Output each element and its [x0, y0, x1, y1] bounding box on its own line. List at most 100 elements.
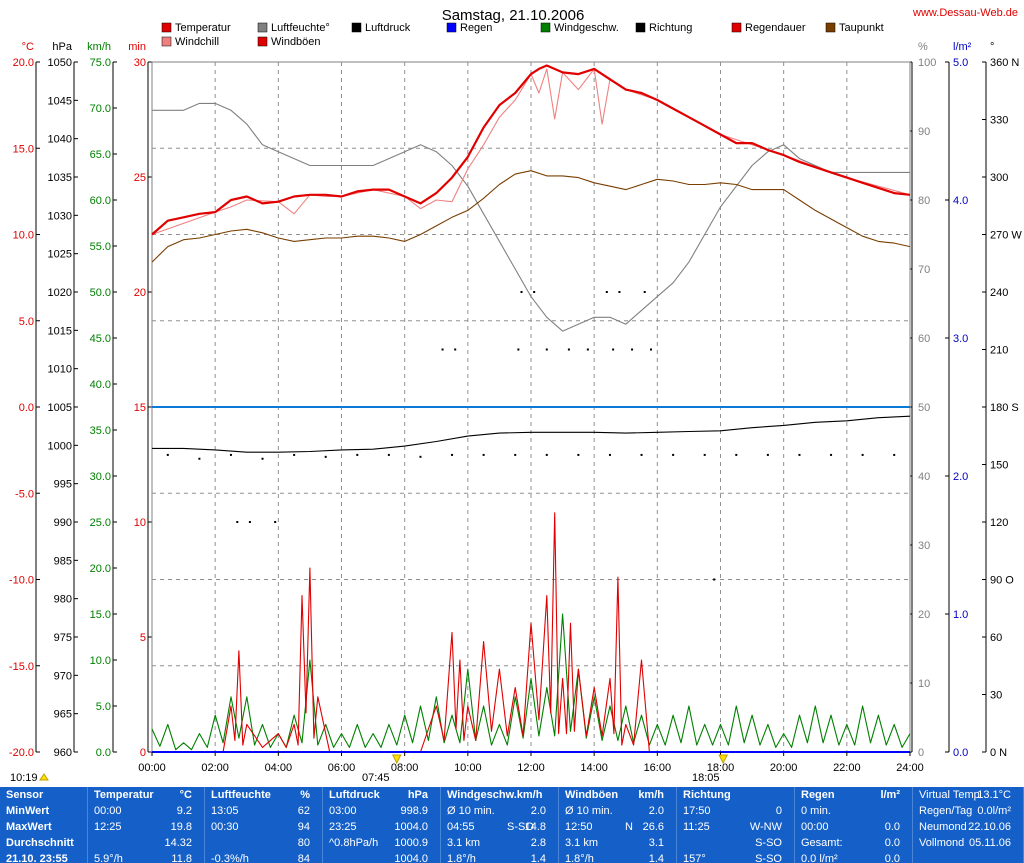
stats-row: 1004.0 [329, 853, 434, 863]
site-link[interactable]: www.Dessau-Web.de [912, 7, 1018, 19]
stats-row-label: 0.0 l/m² [801, 853, 838, 863]
chart-title: Samstag, 21.10.2006 [442, 7, 585, 24]
stats-row-label: 03:00 [329, 805, 357, 817]
direction-tick-label: 0 N [990, 747, 1007, 759]
stats-column-sensor: Sensor MinWert MaxWert Durchschnitt 21.10. 2… [0, 787, 88, 863]
stats-row: 21.10. 23:55 [6, 853, 68, 863]
wind-tick-label: 25.0 [90, 517, 111, 529]
direction-point [533, 291, 536, 293]
stats-row-value: 94 [297, 821, 310, 833]
direction-point [198, 457, 201, 460]
stats-row: 23:25 1004.0 [329, 821, 434, 837]
stats-row-value: 84 [297, 853, 310, 863]
direction-tick-label: 210 [990, 345, 1008, 357]
stats-row-value: 998.9 [400, 805, 428, 817]
stats-row: Vollmond 05.11.06 [919, 837, 1017, 853]
direction-tick-label: 90 O [990, 575, 1014, 587]
stats-header: Temperatur °C [94, 789, 192, 801]
direction-tick-label: 330 [990, 115, 1008, 127]
direction-point [735, 453, 738, 456]
stats-row: 03:00 998.9 [329, 805, 434, 821]
stats-row: -0.3%/h 84 [211, 853, 316, 863]
stats-row-label: 1.8°/h [565, 853, 594, 863]
direction-point [650, 348, 653, 351]
direction-point [261, 457, 264, 460]
stats-row-value: 14.8 [524, 821, 546, 833]
daylength-label: 10:19 [10, 772, 38, 784]
stats-row-label: -0.3%/h [211, 853, 249, 863]
humidity-tick-label: 10 [918, 678, 930, 690]
legend-label: Richtung [649, 22, 692, 34]
pressure-tick-label: 1025 [48, 249, 72, 261]
direction-point [274, 521, 277, 523]
stats-row: 0 min. [801, 805, 906, 821]
humidity-tick-label: 60 [918, 333, 930, 345]
direction-point [387, 453, 390, 456]
wind-tick-label: 30.0 [90, 471, 111, 483]
stats-row-value: S-SO [755, 853, 782, 863]
direction-point [643, 291, 646, 293]
stats-row-label: 12:25 [94, 821, 122, 833]
stats-row: 0.0 l/m² 0.0 [801, 853, 906, 863]
direction-point [766, 453, 769, 456]
stats-row: 13:05 62 [211, 805, 316, 821]
stats-row: 3.1 km 2.8 [447, 837, 552, 853]
stats-row-label: 3.1 km [447, 837, 481, 849]
stats-header: Luftfeuchte% [211, 789, 310, 801]
stats-row-label: 23:25 [329, 821, 357, 833]
stats-row: MinWert [6, 805, 50, 817]
wind-tick-label: 50.0 [90, 287, 111, 299]
stats-row: 1.8°/h 1.4 [565, 853, 670, 863]
direction-tick-label: 300 [990, 172, 1008, 184]
stats-column-regen: Regen l/m² 0 min. 00:00 0.0 Gesamt: 0.0 0.0 l/m… [795, 787, 913, 863]
legend-swatch [257, 22, 268, 33]
pressure-tick-label: 1000 [48, 440, 72, 452]
minutes-tick-label: 30 [134, 57, 146, 69]
legend-label: Windböen [271, 36, 321, 48]
legend-label: Temperatur [175, 22, 231, 34]
direction-point [517, 348, 520, 351]
series-line-windböen [152, 512, 910, 753]
stats-header: Regen l/m² [801, 789, 900, 801]
minutes-tick-label: 15 [134, 402, 146, 414]
pressure-tick-label: 1040 [48, 134, 72, 146]
wind-tick-label: 20.0 [90, 563, 111, 575]
stats-row-value: 62 [297, 805, 310, 817]
pressure-tick-label: 1005 [48, 402, 72, 414]
wind-tick-label: 40.0 [90, 379, 111, 391]
wind-tick-label: 45.0 [90, 333, 111, 345]
stats-row: 157° S-SO [683, 853, 788, 863]
time-tick-label: 18:00 [707, 762, 735, 774]
humidity-tick-label: 100 [918, 57, 936, 69]
stats-unit: km/h [638, 789, 664, 801]
humidity-tick-label: 90 [918, 126, 930, 138]
stats-row: ^0.8hPa/h 1000.9 [329, 837, 434, 853]
pressure-tick-label: 1050 [48, 57, 72, 69]
pressure-tick-label: 975 [54, 632, 72, 644]
temp-tick-label: -15.0 [9, 661, 34, 673]
stats-row: 80 [211, 837, 316, 853]
legend-swatch [351, 22, 362, 33]
stats-row-value: 13.1°C [977, 789, 1011, 801]
legend-swatch [635, 22, 646, 33]
legend-label: Luftfeuchte° [271, 22, 330, 34]
stats-row-label: 17:50 [683, 805, 711, 817]
stats-row: 00:00 0.0 [801, 821, 906, 837]
rain-tick-label: 1.0 [953, 609, 968, 621]
stats-row-value: 3.1 [648, 837, 664, 849]
direction-point [545, 348, 548, 351]
rain-unit-label: l/m² [953, 41, 972, 53]
legend-swatch [731, 22, 742, 33]
minutes-tick-label: 5 [140, 632, 146, 644]
stats-row: 17:50 0 [683, 805, 788, 821]
stats-row: 04:55 S-SO 14.8 [447, 821, 552, 837]
direction-point [356, 453, 359, 456]
sunset-label: 18:05 [692, 772, 720, 784]
direction-tick-label: 360 N [990, 57, 1019, 69]
wind-tick-label: 15.0 [90, 609, 111, 621]
rain-tick-label: 5.0 [953, 57, 968, 69]
stats-column-windgeschw: Windgeschw.km/h Ø 10 min. 2.0 04:55 S-SO 14.8… [441, 787, 559, 863]
temp-unit-label: °C [22, 41, 34, 53]
legend-swatch [257, 36, 268, 47]
wind-tick-label: 35.0 [90, 425, 111, 437]
